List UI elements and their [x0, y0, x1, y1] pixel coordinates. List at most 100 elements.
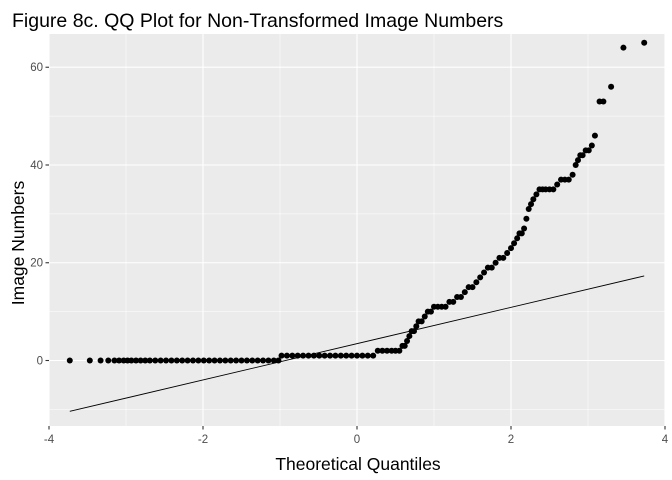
data-point: [530, 196, 537, 203]
data-point: [364, 352, 371, 359]
data-point: [270, 357, 277, 364]
data-point: [211, 357, 218, 364]
data-point: [574, 157, 581, 164]
data-point: [343, 352, 350, 359]
data-point: [508, 245, 514, 252]
data-point: [332, 352, 339, 359]
data-point: [620, 44, 627, 51]
chart-title: Figure 8c. QQ Plot for Non-Transformed I…: [12, 10, 504, 32]
data-point: [572, 161, 579, 168]
data-point: [200, 357, 207, 364]
data-point: [157, 357, 164, 364]
data-point: [473, 279, 480, 286]
y-tick-label: 20: [30, 258, 43, 270]
data-point: [359, 352, 366, 359]
data-point: [294, 352, 301, 359]
data-point: [305, 352, 312, 359]
data-point: [533, 191, 540, 198]
data-point: [396, 347, 403, 354]
data-point: [406, 333, 413, 340]
data-point: [249, 357, 256, 364]
data-point: [421, 313, 428, 320]
data-point: [521, 225, 528, 232]
data-point: [442, 303, 449, 310]
data-point: [116, 357, 123, 364]
data-point: [588, 142, 595, 149]
y-axis-ticks: 0 20 40 60: [30, 62, 49, 368]
data-point: [477, 274, 484, 281]
data-point: [275, 357, 282, 364]
y-tick-label: 40: [30, 160, 43, 172]
data-point: [137, 357, 144, 364]
data-point: [384, 347, 391, 354]
x-axis-ticks: -4 -2 0 2 4: [44, 426, 669, 446]
data-point: [500, 254, 507, 261]
data-point: [404, 337, 411, 344]
data-point: [565, 176, 572, 183]
data-point: [184, 357, 191, 364]
data-point: [579, 152, 586, 159]
data-point: [216, 357, 223, 364]
data-point: [528, 201, 535, 208]
data-point: [518, 230, 525, 237]
data-point: [585, 147, 592, 154]
x-axis-title: Theoretical Quantiles: [275, 454, 441, 474]
data-point: [321, 352, 328, 359]
x-tick-label: -4: [44, 434, 55, 446]
data-point: [348, 352, 355, 359]
data-point: [300, 352, 307, 359]
data-point: [511, 240, 518, 247]
data-points: [66, 39, 648, 364]
data-point: [283, 352, 290, 359]
y-tick-label: 60: [30, 62, 43, 74]
data-point: [401, 342, 408, 349]
data-point: [410, 328, 417, 335]
data-point: [481, 269, 488, 276]
data-point: [173, 357, 180, 364]
data-point: [569, 171, 576, 178]
data-point: [142, 357, 149, 364]
data-point: [450, 298, 457, 305]
data-point: [243, 357, 250, 364]
data-point: [128, 357, 135, 364]
data-point: [265, 357, 272, 364]
reference-line: [69, 275, 645, 412]
data-point: [152, 357, 159, 364]
data-point: [86, 357, 93, 364]
data-point: [379, 347, 386, 354]
data-point: [179, 357, 186, 364]
data-point: [278, 352, 285, 359]
data-point: [514, 235, 521, 242]
data-point: [469, 284, 476, 291]
x-tick-label: 4: [662, 434, 669, 446]
data-point: [504, 249, 511, 256]
y-tick-label: 0: [37, 356, 43, 368]
data-point: [222, 357, 229, 364]
data-point: [227, 357, 234, 364]
data-point: [238, 357, 245, 364]
data-point: [206, 357, 213, 364]
data-point: [111, 357, 118, 364]
data-point: [374, 347, 381, 354]
data-point: [97, 357, 104, 364]
data-point: [641, 39, 648, 46]
data-point: [370, 352, 377, 359]
data-point: [168, 357, 175, 364]
data-point: [133, 357, 140, 364]
data-point: [66, 357, 73, 364]
data-point: [550, 186, 557, 193]
data-point: [337, 352, 344, 359]
data-point: [600, 98, 607, 105]
data-point: [525, 205, 532, 212]
data-point: [608, 83, 615, 90]
data-point: [146, 357, 153, 364]
data-point: [427, 308, 434, 315]
data-point: [254, 357, 261, 364]
data-point: [354, 352, 360, 359]
x-tick-label: -2: [198, 434, 208, 446]
x-tick-label: 0: [354, 434, 360, 446]
data-point: [163, 357, 170, 364]
data-point: [492, 259, 499, 266]
data-point: [233, 357, 240, 364]
